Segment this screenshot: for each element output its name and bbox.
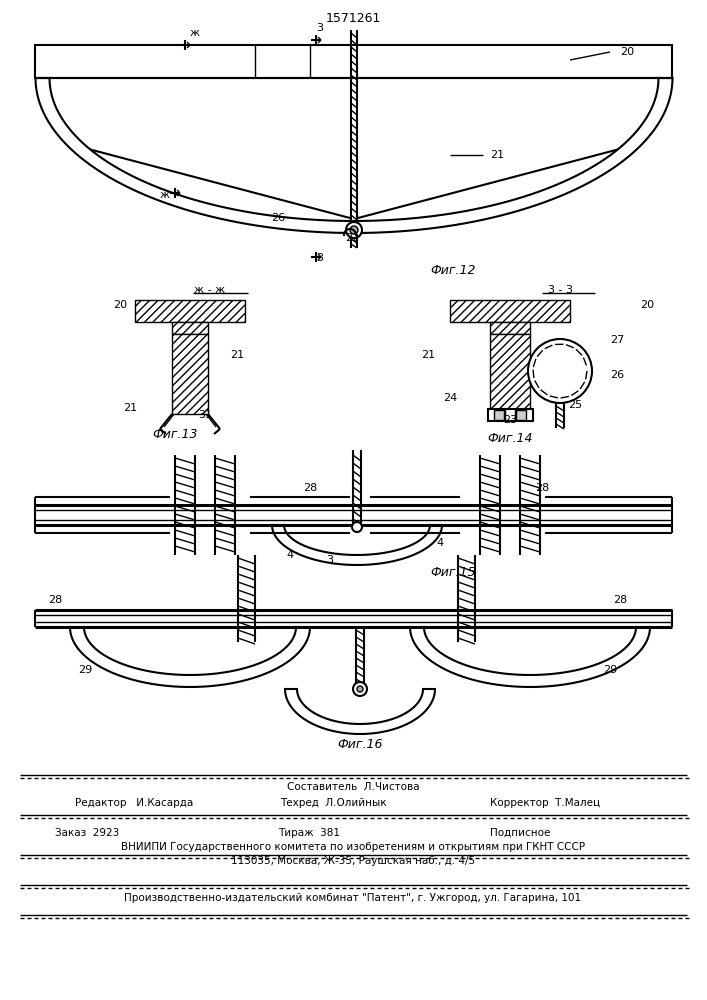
Text: Фиг.12: Фиг.12 [430, 263, 476, 276]
Text: 3 - 3: 3 - 3 [547, 285, 573, 295]
Text: 4: 4 [436, 538, 443, 548]
Bar [172, 334, 208, 414]
Text: 21: 21 [123, 403, 137, 413]
Text: 21: 21 [230, 350, 244, 360]
Text: 22: 22 [345, 233, 359, 243]
Bar [494, 410, 504, 420]
Text: ВНИИПИ Государственного комитета по изобретениям и открытиям при ГКНТ СССР: ВНИИПИ Государственного комитета по изоб… [121, 842, 585, 852]
Text: Фиг.13: Фиг.13 [152, 428, 198, 442]
Bar [35, 45, 672, 78]
Text: Редактор   И.Касарда: Редактор И.Касарда [75, 798, 193, 808]
Text: ж: ж [190, 28, 200, 38]
Bar [172, 322, 208, 334]
Circle shape [528, 339, 592, 403]
Bar [488, 409, 533, 421]
Text: 26: 26 [271, 213, 285, 223]
Text: Фиг.15: Фиг.15 [430, 566, 476, 580]
Text: Фиг.14: Фиг.14 [487, 432, 533, 444]
Text: 21: 21 [490, 150, 504, 160]
Text: ж - ж: ж - ж [194, 285, 226, 295]
Bar [516, 410, 526, 420]
Circle shape [346, 222, 362, 238]
Circle shape [350, 226, 358, 234]
Text: Заказ  2923: Заказ 2923 [55, 828, 119, 838]
Text: 3: 3 [327, 555, 334, 565]
Text: Производственно-издательский комбинат "Патент", г. Ужгород, ул. Гагарина, 101: Производственно-издательский комбинат "П… [124, 893, 582, 903]
Bar [135, 300, 245, 322]
Text: 27: 27 [610, 335, 624, 345]
Bar [490, 322, 530, 334]
Text: Техред  Л.Олийнык: Техред Л.Олийнык [280, 798, 387, 808]
Text: 4: 4 [286, 550, 293, 560]
Circle shape [357, 686, 363, 692]
Text: Подписное: Подписное [490, 828, 550, 838]
Text: Тираж  381: Тираж 381 [278, 828, 340, 838]
Text: 29: 29 [78, 665, 92, 675]
Text: 28: 28 [303, 483, 317, 493]
Text: Составитель  Л.Чистова: Составитель Л.Чистова [286, 782, 419, 792]
Text: 26: 26 [610, 370, 624, 380]
Text: 24: 24 [443, 393, 457, 403]
Bar [490, 334, 530, 409]
Text: 28: 28 [48, 595, 62, 605]
Circle shape [353, 682, 367, 696]
Circle shape [352, 522, 362, 532]
Text: 20: 20 [640, 300, 654, 310]
Text: 28: 28 [613, 595, 627, 605]
Text: Фиг.16: Фиг.16 [337, 738, 382, 752]
Text: ж: ж [160, 190, 170, 200]
Text: 29: 29 [603, 665, 617, 675]
Text: 1571261: 1571261 [325, 11, 380, 24]
Text: 25: 25 [568, 400, 582, 410]
Text: 31: 31 [198, 410, 212, 420]
Text: 113035, Москва, Ж-35, Раушская наб., д. 4/5: 113035, Москва, Ж-35, Раушская наб., д. … [231, 856, 475, 866]
Text: 3: 3 [317, 23, 324, 33]
Text: 20: 20 [113, 300, 127, 310]
Text: Корректор  Т.Малец: Корректор Т.Малец [490, 798, 600, 808]
Text: 28: 28 [535, 483, 549, 493]
Text: 23: 23 [503, 415, 517, 425]
Text: 3: 3 [317, 253, 324, 263]
Bar [450, 300, 570, 322]
Text: 21: 21 [421, 350, 435, 360]
Text: 20: 20 [620, 47, 634, 57]
